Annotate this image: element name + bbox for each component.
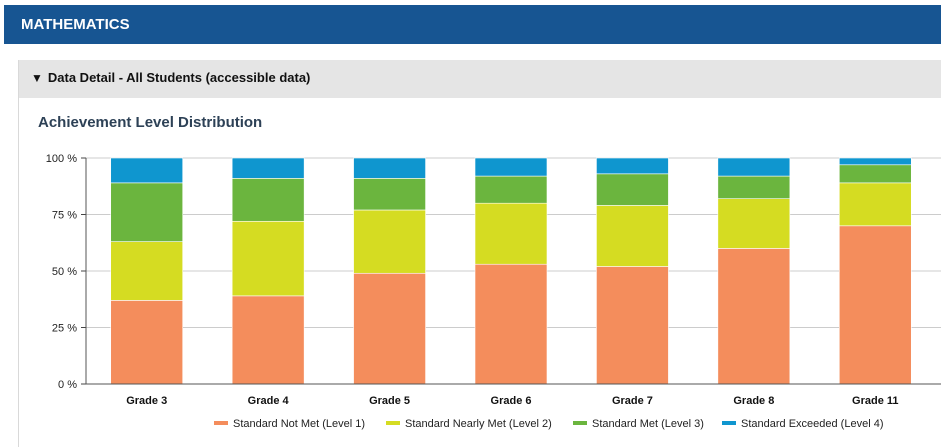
bar-segment-level-1[interactable] [596,266,669,385]
bar-segment-level-1[interactable] [717,248,791,385]
chart-title: Achievement Level Distribution [38,114,263,131]
x-tick-label: Grade 8 [733,395,774,407]
bar-segment-level-2[interactable] [353,209,426,274]
section-header: MATHEMATICS [4,5,941,44]
chart-bars [110,157,912,385]
bar-segment-level-1[interactable] [353,272,426,385]
bar-segment-level-3[interactable] [353,178,426,211]
x-tick-label: Grade 4 [248,395,290,407]
bar-segment-level-3[interactable] [838,164,912,184]
bar-segment-level-3[interactable] [717,175,791,199]
bar-segment-level-4[interactable] [231,157,305,179]
bar-segment-level-1[interactable] [474,263,548,385]
bar-segment-level-2[interactable] [231,220,305,297]
bar-segment-level-2[interactable] [596,205,669,267]
bar-segment-level-3[interactable] [110,182,184,242]
y-tick-label: 0 % [58,379,77,391]
y-tick-label: 75 % [52,210,77,222]
bar-segment-level-2[interactable] [474,202,548,265]
bar-segment-level-4[interactable] [110,157,184,184]
bar-segment-level-2[interactable] [717,198,791,249]
bar-segment-level-2[interactable] [110,241,184,301]
bar-segment-level-3[interactable] [474,175,548,204]
y-tick-label: 50 % [52,266,77,278]
legend-label[interactable]: Standard Met (Level 3) [592,418,704,430]
legend-label[interactable]: Standard Exceeded (Level 4) [741,418,883,430]
bar-segment-level-4[interactable] [596,157,669,175]
bar-segment-level-4[interactable] [838,157,912,166]
bar-segment-level-4[interactable] [353,157,426,179]
bar-segment-level-3[interactable] [231,178,305,222]
y-tick-label: 25 % [52,323,77,335]
y-tick-label: 100 % [46,153,77,165]
bar-segment-level-3[interactable] [596,173,669,206]
x-tick-label: Grade 7 [612,395,653,407]
chart-axes: 0 % 25 % 50 % 75 % 100 % Grade 3 Grade 4 Grade … [46,153,941,407]
bar-segment-level-4[interactable] [474,157,548,177]
chart-legend: Standard Not Met (Level 1) Standard Nearl… [214,418,883,430]
panel-toggle-header[interactable]: ▼ Data Detail - All Students (accessible … [19,60,941,98]
x-tick-label: Grade 11 [852,395,898,407]
bar-segment-level-2[interactable] [838,182,912,227]
legend-label[interactable]: Standard Not Met (Level 1) [233,418,365,430]
bar-segment-level-1[interactable] [838,225,912,385]
section-title: MATHEMATICS [21,16,130,33]
legend-label[interactable]: Standard Nearly Met (Level 2) [405,418,552,430]
data-detail-panel: ▼ Data Detail - All Students (accessible … [18,60,941,447]
bar-segment-level-1[interactable] [110,300,184,385]
x-tick-label: Grade 6 [491,395,532,407]
bar-segment-level-4[interactable] [717,157,791,177]
collapse-triangle-icon[interactable]: ▼ [31,71,43,85]
bar-segment-level-1[interactable] [231,295,305,385]
x-tick-label: Grade 3 [126,395,167,407]
x-tick-label: Grade 5 [369,395,410,407]
panel-title[interactable]: Data Detail - All Students (accessible d… [47,70,311,85]
